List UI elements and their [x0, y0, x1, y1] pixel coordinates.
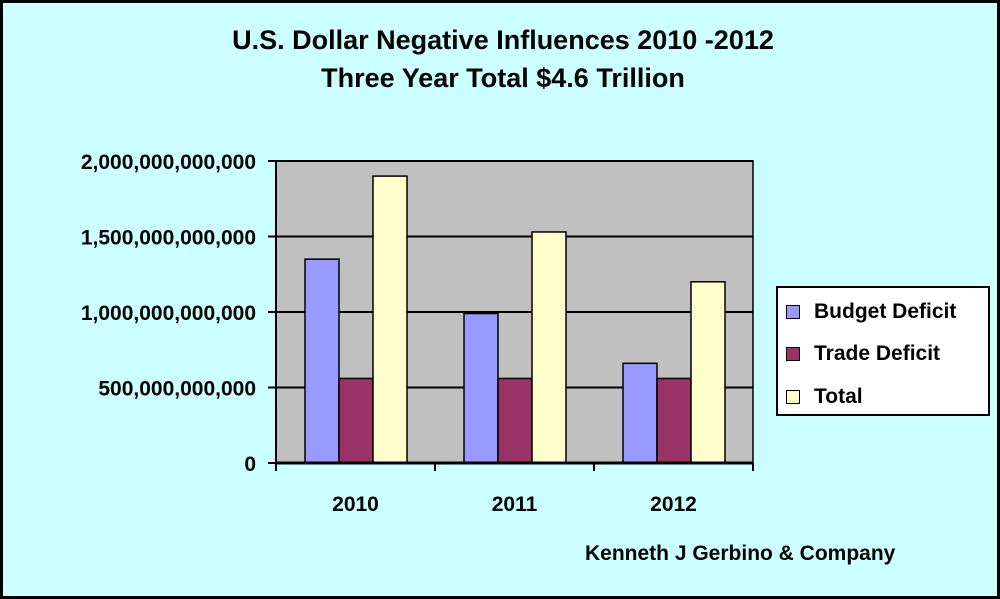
y-tick-label: 1,000,000,000,000	[81, 302, 256, 325]
bar-budget-deficit	[622, 362, 658, 464]
bar-budget-deficit	[463, 312, 499, 464]
y-tick-label: 1,500,000,000,000	[81, 227, 256, 250]
y-tick-label: 500,000,000,000	[98, 378, 256, 401]
bar-total	[690, 281, 726, 464]
x-tick-label: 2011	[492, 493, 538, 516]
legend-label-budget-deficit: Budget Deficit	[814, 300, 957, 323]
bar-chart: 0 500,000,000,000 1,000,000,000,000 1,500,0…	[81, 151, 754, 516]
legend-swatch-trade-deficit	[786, 347, 800, 361]
bar-total	[531, 231, 567, 464]
credit-text: Kenneth J Gerbino & Company	[585, 542, 896, 565]
bar-trade-deficit	[656, 377, 692, 464]
legend-swatch-total	[786, 390, 800, 404]
legend: Budget Deficit Trade Deficit Total	[776, 286, 990, 416]
y-tick-label: 2,000,000,000,000	[81, 151, 256, 174]
legend-label-total: Total	[814, 385, 863, 408]
chart-title: U.S. Dollar Negative Influences 2010 -20…	[232, 25, 774, 55]
legend-label-trade-deficit: Trade Deficit	[814, 342, 941, 365]
x-tick-label: 2012	[650, 493, 697, 516]
chart-subtitle: Three Year Total $4.6 Trillion	[321, 63, 685, 93]
bar-budget-deficit	[304, 258, 340, 464]
bar-trade-deficit	[497, 377, 533, 464]
y-tick-label: 0	[244, 453, 256, 476]
legend-swatch-budget-deficit	[786, 305, 800, 319]
bar-total	[372, 175, 408, 464]
bar-trade-deficit	[338, 377, 374, 464]
x-tick-label: 2010	[332, 493, 379, 516]
